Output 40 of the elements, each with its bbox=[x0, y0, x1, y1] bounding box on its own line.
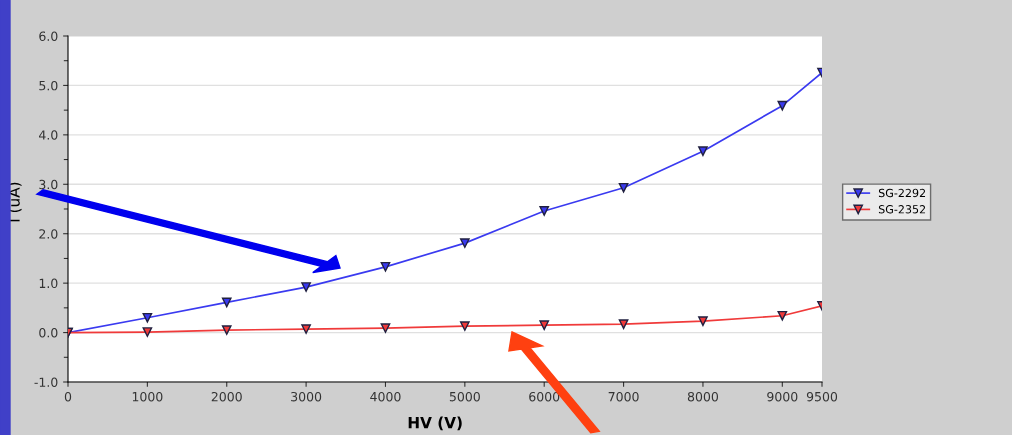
point bbox=[142, 327, 153, 337]
y-tick-label: 1.0 bbox=[39, 278, 58, 289]
point bbox=[301, 282, 311, 292]
point bbox=[142, 312, 153, 323]
x-tick-label: 1000 bbox=[132, 391, 163, 402]
point bbox=[698, 316, 708, 327]
point bbox=[380, 261, 391, 272]
x-tick-label: 2000 bbox=[211, 391, 242, 402]
legend-label: SG-2352 bbox=[878, 205, 926, 214]
y-tick-label: 3.0 bbox=[39, 179, 58, 190]
x-tick-label: 3000 bbox=[291, 391, 322, 402]
point bbox=[777, 100, 788, 111]
point bbox=[539, 320, 550, 331]
point bbox=[221, 297, 232, 308]
point bbox=[618, 182, 629, 193]
point bbox=[459, 321, 470, 332]
y-tick-label: 6.0 bbox=[39, 31, 58, 41]
y-tick-label: 5.0 bbox=[39, 80, 58, 91]
x-tick-label: 9500 bbox=[806, 391, 838, 402]
x-tick-label: 7000 bbox=[608, 391, 639, 402]
x-tick-label: 5000 bbox=[449, 391, 480, 402]
x-tick-label: 6000 bbox=[529, 391, 560, 402]
point bbox=[698, 146, 708, 157]
x-axis-title: HV (V) bbox=[408, 416, 462, 431]
point bbox=[777, 310, 788, 321]
y-tick-label: 4.0 bbox=[39, 130, 58, 140]
x-tick-label: 4000 bbox=[370, 391, 401, 402]
point bbox=[539, 206, 550, 216]
legend-label: SG-2292 bbox=[878, 188, 926, 198]
point bbox=[301, 324, 311, 334]
point bbox=[221, 325, 232, 335]
y-tick-label: 2.0 bbox=[39, 229, 58, 239]
y-tick-label: 0.0 bbox=[39, 328, 58, 338]
y-tick-label: -1.0 bbox=[34, 377, 58, 387]
x-tick-label: 9000 bbox=[767, 391, 798, 402]
point bbox=[459, 238, 470, 248]
point bbox=[380, 323, 391, 333]
x-tick-label: 0 bbox=[64, 391, 72, 402]
x-tick-label: 8000 bbox=[687, 391, 719, 402]
point bbox=[618, 319, 629, 330]
